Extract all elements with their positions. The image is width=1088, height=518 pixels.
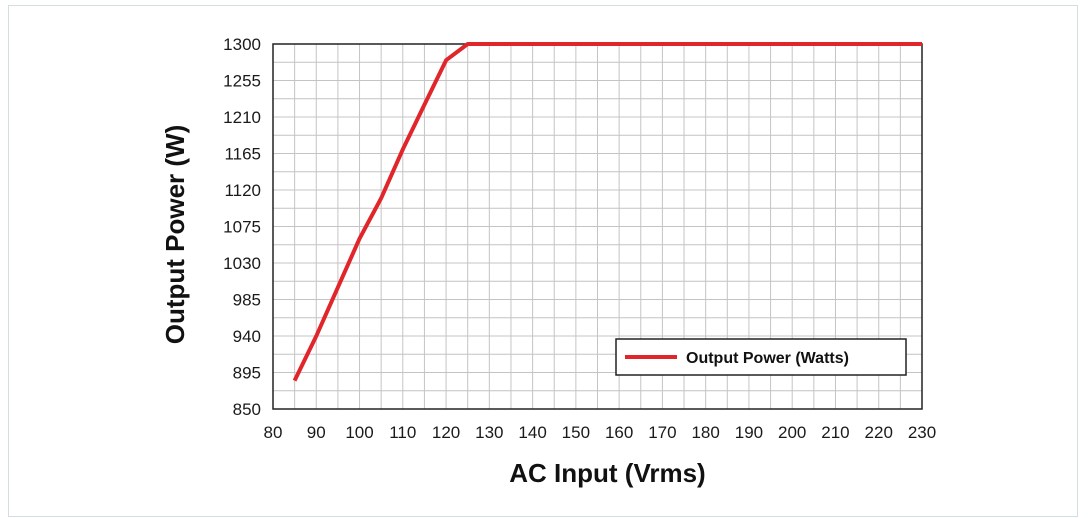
y-tick-label: 1120: [224, 181, 261, 200]
x-axis-tick-labels: 80 90 100 110 120 130 140 150 160 170 180 190 200 210…: [264, 423, 937, 442]
x-tick-label: 150: [562, 423, 590, 442]
x-tick-label: 170: [648, 423, 676, 442]
x-tick-label: 100: [345, 423, 373, 442]
y-tick-label: 895: [233, 364, 261, 383]
series-layer: [292, 42, 922, 382]
series-line: [292, 42, 922, 382]
chart-frame: [8, 5, 1078, 517]
y-tick-label: 985: [233, 291, 261, 310]
x-tick-label: 80: [264, 423, 283, 442]
y-axis-tick-labels: 850 895 940 985 1030 1075 1120 1165 1210 1255 1300: [223, 35, 261, 419]
x-tick-label: 130: [475, 423, 503, 442]
x-tick-label: 120: [432, 423, 460, 442]
y-tick-label: 1300: [223, 35, 261, 54]
y-tick-label: 1075: [223, 218, 261, 237]
grid: [273, 44, 922, 409]
x-tick-label: 190: [735, 423, 763, 442]
y-tick-label: 940: [233, 327, 261, 346]
x-tick-label: 200: [778, 423, 806, 442]
x-tick-label: 230: [908, 423, 936, 442]
x-tick-label: 110: [389, 423, 416, 442]
x-tick-label: 210: [821, 423, 849, 442]
x-tick-label: 140: [518, 423, 546, 442]
y-tick-label: 1165: [224, 145, 261, 164]
x-tick-label: 220: [865, 423, 893, 442]
y-tick-label: 850: [233, 400, 261, 419]
y-axis-title: Output Power (W): [160, 125, 190, 345]
x-tick-label: 160: [605, 423, 633, 442]
y-tick-label: 1030: [223, 254, 261, 273]
y-tick-label: 1210: [223, 108, 261, 127]
y-tick-label: 1255: [223, 72, 261, 91]
legend: Output Power (Watts): [615, 338, 907, 376]
legend-label: Output Power (Watts): [686, 350, 849, 367]
x-axis-title: AC Input (Vrms): [509, 458, 705, 488]
x-tick-label: 180: [691, 423, 719, 442]
x-tick-label: 90: [307, 423, 326, 442]
